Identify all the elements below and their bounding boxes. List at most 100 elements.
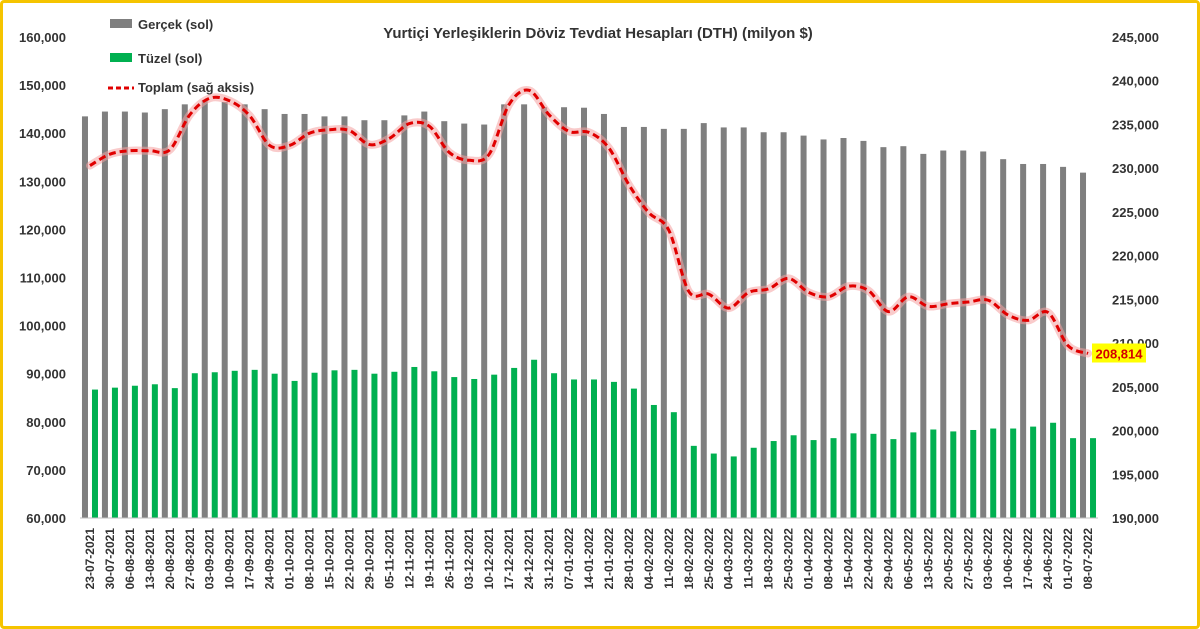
- x-axis-tick-label: 13-08-2021: [143, 528, 157, 590]
- last-value-highlight: [1092, 343, 1146, 363]
- x-axis-tick-label: 17-06-2022: [1021, 528, 1035, 590]
- left-axis-tick-label: 80,000: [26, 415, 66, 430]
- bar-gercek: [141, 112, 148, 519]
- bar-gercek: [81, 116, 88, 519]
- bar-gercek: [261, 109, 268, 519]
- x-axis-tick-label: 06-05-2022: [901, 528, 915, 590]
- right-axis-tick-label: 240,000: [1112, 74, 1159, 89]
- bar-gercek: [421, 111, 428, 518]
- bar-gercek: [680, 128, 687, 518]
- x-axis-tick-label: 19-11-2021: [422, 528, 436, 589]
- x-axis-tick-label: 20-08-2021: [163, 528, 177, 590]
- bar-gercek: [820, 139, 827, 518]
- bar-tuzel: [930, 429, 937, 518]
- bar-tuzel: [610, 381, 617, 518]
- x-axis-tick-label: 08-04-2022: [822, 528, 836, 590]
- x-axis-tick-label: 27-08-2021: [183, 528, 197, 590]
- bar-tuzel: [211, 372, 218, 518]
- bar-gercek: [900, 146, 907, 518]
- x-axis-tick-label: 17-09-2021: [243, 528, 257, 590]
- bar-tuzel: [371, 373, 378, 518]
- legend: Gerçek (sol) Tüzel (sol) Toplam (sağ aksis…: [108, 17, 254, 95]
- right-axis-tick-label: 215,000: [1112, 292, 1159, 307]
- bar-tuzel: [710, 453, 717, 518]
- bar-tuzel: [830, 438, 837, 518]
- total-line: [89, 88, 1089, 355]
- x-axis-tick-label: 17-12-2021: [502, 528, 516, 590]
- left-axis-tick-label: 90,000: [26, 367, 66, 382]
- x-axis-tick-label: 29-10-2021: [362, 528, 376, 590]
- bar-tuzel: [650, 404, 657, 518]
- bar-gercek: [1020, 163, 1027, 519]
- x-axis-tick-label: 14-01-2022: [582, 528, 596, 590]
- left-axis-tick-label: 110,000: [20, 271, 66, 286]
- axes-layer: 60,000 70,000 80,000 90,000 100,000 110,000 12…: [19, 30, 1159, 589]
- x-axis-tick-label: 04-02-2022: [642, 528, 656, 590]
- x-axis-tick-label: 20-05-2022: [941, 528, 955, 590]
- bar-tuzel: [411, 366, 418, 518]
- x-axis-tick-label: 03-09-2021: [203, 528, 217, 590]
- right-axis-tick-label: 220,000: [1112, 249, 1159, 264]
- right-axis-tick-label: 200,000: [1112, 424, 1159, 439]
- bar-gercek: [780, 132, 787, 519]
- x-axis-tick-label: 01-10-2021: [283, 528, 297, 590]
- bar-gercek: [880, 147, 887, 518]
- bar-tuzel: [351, 369, 358, 518]
- bar-gercek: [660, 128, 667, 518]
- bar-gercek: [241, 104, 248, 518]
- bar-gercek: [740, 127, 747, 519]
- bar-tuzel: [950, 431, 957, 518]
- bar-gercek: [481, 124, 488, 518]
- bar-gercek: [521, 104, 528, 518]
- bar-gercek: [1040, 163, 1047, 519]
- x-axis-tick-label: 10-12-2021: [482, 528, 496, 590]
- bar-tuzel: [391, 371, 398, 518]
- bar-tuzel: [331, 370, 338, 518]
- x-axis-tick-label: 12-11-2021: [402, 528, 416, 589]
- bar-gercek: [600, 113, 607, 519]
- bar-tuzel: [151, 384, 158, 518]
- x-axis-tick-label: 24-06-2022: [1041, 528, 1055, 590]
- x-axis-tick-label: 11-03-2022: [742, 528, 756, 589]
- bar-tuzel: [810, 440, 817, 518]
- bar-gercek: [301, 113, 308, 519]
- bar-gercek: [920, 153, 927, 518]
- left-axis-tick-label: 100,000: [19, 319, 66, 334]
- bar-gercek: [561, 107, 568, 518]
- x-axis-tick-label: 18-03-2022: [762, 528, 776, 590]
- bar-gercek: [201, 100, 208, 519]
- last-value-label: 208,814: [1096, 347, 1144, 362]
- right-axis-tick-label: 205,000: [1112, 380, 1159, 395]
- bar-tuzel: [451, 377, 458, 518]
- bar-tuzel: [531, 359, 538, 518]
- bar-tuzel: [551, 373, 558, 518]
- bar-gercek: [800, 135, 807, 518]
- bar-gercek: [161, 109, 168, 519]
- bar-tuzel: [870, 433, 877, 518]
- x-axis-tick-label: 15-04-2022: [842, 528, 856, 590]
- bar-gercek: [221, 101, 228, 518]
- left-axis-tick-label: 130,000: [19, 174, 66, 189]
- x-axis-tick-label: 15-10-2021: [323, 528, 337, 590]
- bar-gercek: [121, 111, 128, 518]
- x-axis-tick-label: 27-05-2022: [961, 528, 975, 590]
- legend-label-gercek: Gerçek (sol): [138, 17, 213, 32]
- labels-layer: 208,814: [1092, 343, 1146, 363]
- x-axis-tick-label: 22-10-2021: [343, 528, 357, 590]
- bar-gercek: [281, 113, 288, 519]
- bar-gercek: [441, 121, 448, 519]
- legend-swatch-tuzel: [110, 53, 132, 62]
- bar-gercek: [101, 111, 108, 518]
- bar-tuzel: [630, 388, 637, 518]
- bar-tuzel: [591, 379, 597, 518]
- x-axis-tick-label: 13-05-2022: [921, 528, 935, 590]
- bar-tuzel: [790, 435, 797, 518]
- bar-gercek: [181, 104, 188, 518]
- chart-title: Yurtiçi Yerleşiklerin Döviz Tevdiat Hesa…: [383, 25, 813, 42]
- x-axis-tick-label: 25-03-2022: [782, 528, 796, 590]
- bar-tuzel: [191, 373, 198, 518]
- x-axis-tick-label: 21-01-2022: [602, 528, 616, 590]
- bar-tuzel: [471, 378, 478, 518]
- x-axis-tick-label: 03-06-2022: [981, 528, 995, 590]
